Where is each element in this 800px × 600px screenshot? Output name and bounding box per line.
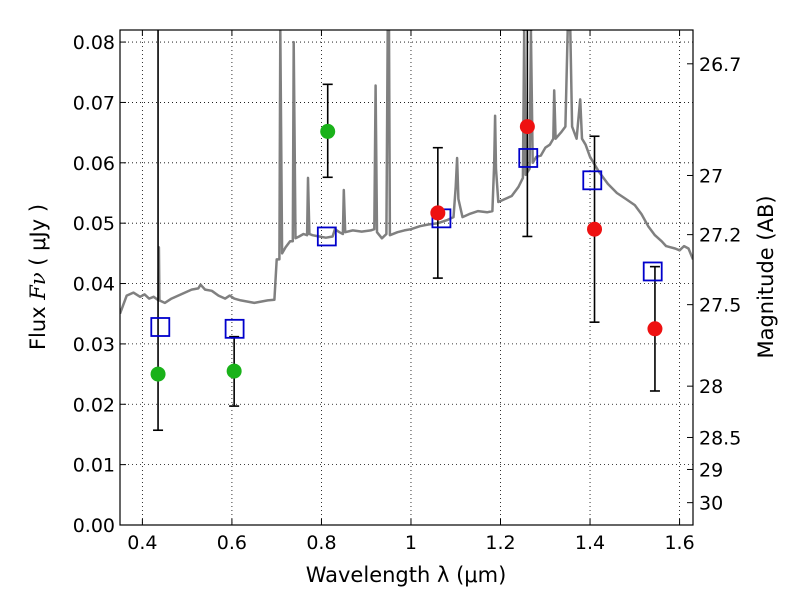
y-axis-label-unit: ( μJy )	[26, 204, 50, 272]
model-photometry-square	[642, 261, 663, 282]
model-photometry-square	[150, 317, 171, 337]
y-axis-label-symbol: Fν	[26, 272, 50, 301]
model-spectrum-line	[120, 30, 693, 315]
y-tick-label: 0.05	[73, 213, 115, 235]
magnitude-tick-label: 28	[699, 376, 723, 398]
model-photometry-square	[518, 148, 539, 168]
observed-point-red	[587, 221, 603, 237]
observed-point-green	[320, 123, 336, 139]
observed-point-red	[519, 119, 535, 135]
y-tick-label: 0.01	[73, 455, 115, 477]
observed-point-red	[647, 321, 663, 337]
y2-axis-label: Magnitude (AB)	[754, 195, 778, 358]
magnitude-tick-label: 29	[699, 459, 723, 481]
plot-area	[120, 30, 693, 432]
grid	[120, 30, 693, 525]
y-tick-label: 0.07	[73, 92, 115, 114]
x-tick-label: 1.4	[575, 532, 605, 554]
y-tick-label: 0.04	[73, 274, 115, 296]
magnitude-tick-label: 27	[699, 165, 723, 187]
x-axis-label: Wavelength λ (μm)	[306, 563, 507, 587]
magnitude-tick-label: 27.2	[699, 225, 741, 247]
observed-point-red	[430, 205, 446, 221]
y-axis-label: Flux Fν ( μJy )	[26, 204, 50, 350]
x-tick-label: 0.6	[217, 532, 247, 554]
y-tick-label: 0.00	[73, 515, 115, 537]
x-tick-label: 1	[405, 532, 417, 554]
y-tick-label: 0.06	[73, 153, 115, 175]
magnitude-tick-label: 26.7	[699, 54, 741, 76]
x-tick-label: 1.2	[485, 532, 515, 554]
x-tick-label: 1.6	[664, 532, 694, 554]
y-tick-label: 0.03	[73, 334, 115, 356]
observed-point-green	[226, 363, 242, 379]
plot-frame	[119, 29, 694, 526]
y-tick-label: 0.02	[73, 394, 115, 416]
model-photometry-square	[582, 170, 603, 191]
y-axis-label-prefix: Flux	[26, 300, 50, 350]
observed-point-green	[150, 366, 166, 382]
x-tick-label: 0.8	[306, 532, 336, 554]
model-photometry-square	[224, 318, 245, 339]
x-tick-label: 0.4	[127, 532, 157, 554]
magnitude-tick-label: 28.5	[699, 427, 741, 449]
magnitude-tick-label: 30	[699, 493, 723, 515]
model-photometry-square	[316, 226, 337, 247]
axis-ticks: 0.4 0.6 0.8 1 1.2 1.4 1.6 0.00 0.01 0.02 0.03 0.04 0…	[73, 30, 741, 554]
magnitude-tick-label: 27.5	[699, 295, 741, 317]
y-tick-label: 0.08	[73, 32, 115, 54]
